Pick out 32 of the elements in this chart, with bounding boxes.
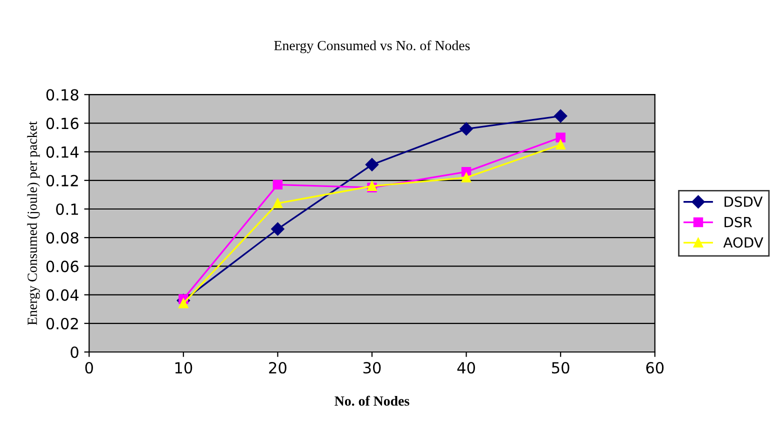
y-tick-label: 0.04 <box>46 289 79 301</box>
point <box>554 109 568 123</box>
point <box>556 132 566 142</box>
point <box>556 140 566 150</box>
point <box>460 122 473 136</box>
chart-title: Energy Consumed vs No. of Nodes <box>274 40 470 54</box>
point <box>461 172 472 182</box>
legend-label: DSR <box>724 216 752 228</box>
y-tick-label: 0.14 <box>46 146 79 158</box>
point <box>271 222 284 236</box>
legend-label: AODV <box>723 237 764 248</box>
y-tick-label: 0.18 <box>46 89 78 101</box>
y-tick-label: 0.08 <box>46 232 78 244</box>
legend-label: DSDV <box>724 196 763 207</box>
point <box>272 180 283 190</box>
y-tick-label: 0.02 <box>46 318 78 330</box>
x-tick-label: 50 <box>552 362 570 374</box>
x-tick-label: 10 <box>175 362 192 374</box>
y-tick-label: 0.12 <box>46 174 78 186</box>
point <box>365 158 379 172</box>
y-tick-label: 0 <box>70 346 78 358</box>
y-tick-label: 0.16 <box>46 118 78 130</box>
point <box>272 198 283 208</box>
x-axis-title: No. of Nodes <box>334 396 410 406</box>
x-tick-label: 0 <box>85 362 93 374</box>
x-tick-label: 30 <box>363 362 381 374</box>
y-tick-label: 0.1 <box>56 203 78 216</box>
y-tick-label: 0.06 <box>46 260 78 272</box>
x-tick-label: 40 <box>457 362 475 374</box>
x-tick-label: 60 <box>646 362 664 374</box>
x-tick-label: 20 <box>269 362 286 374</box>
y-axis-title: Energy Consumed (joule) per packet <box>27 121 40 325</box>
